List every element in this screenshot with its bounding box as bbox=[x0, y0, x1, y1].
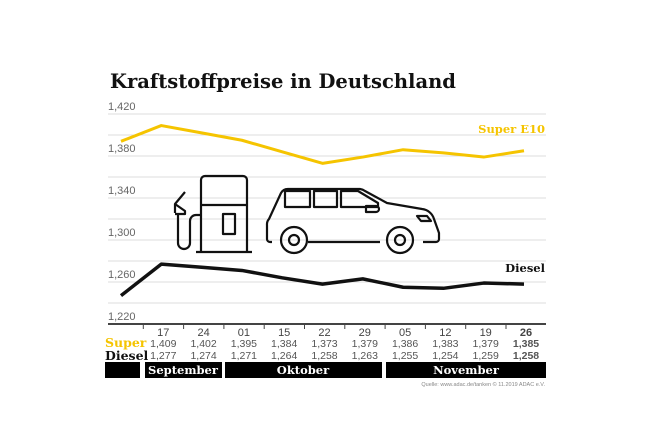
table-value: 1,385 bbox=[513, 338, 539, 350]
y-tick-label: 1,380 bbox=[108, 143, 136, 155]
date-label: 01 bbox=[238, 327, 250, 339]
table-value: 1,255 bbox=[392, 350, 418, 362]
car-icon bbox=[265, 187, 441, 255]
month-label-oktober: Oktober bbox=[277, 363, 330, 377]
date-label: 15 bbox=[278, 327, 290, 339]
month-label-september: September bbox=[148, 363, 219, 377]
month-bar-november bbox=[386, 362, 546, 378]
date-label: 17 bbox=[157, 327, 169, 339]
table-value: 1,264 bbox=[271, 350, 297, 362]
table-value: 1,384 bbox=[271, 338, 297, 350]
row-label-super: Super bbox=[105, 335, 147, 350]
chart-title: Kraftstoffpreise in Deutschland bbox=[110, 70, 456, 93]
y-axis-ticks: 1,420 1,380 1,340 1,300 1,260 1,220 bbox=[108, 101, 136, 323]
gridlines bbox=[108, 113, 546, 304]
table-value: 1,254 bbox=[432, 350, 458, 362]
date-label: 24 bbox=[197, 327, 209, 339]
date-label: 26 bbox=[520, 327, 532, 339]
series-line-super-e10 bbox=[120, 124, 525, 165]
table-value: 1,402 bbox=[190, 338, 216, 350]
y-tick-label: 1,340 bbox=[108, 185, 136, 197]
series-label-super-e10: Super E10 bbox=[478, 122, 545, 136]
table-value: 1,409 bbox=[150, 338, 176, 350]
y-tick-label: 1,420 bbox=[108, 101, 136, 113]
row-label-diesel: Diesel bbox=[105, 348, 149, 363]
table-value: 1,373 bbox=[311, 338, 337, 350]
table-value: 1,259 bbox=[473, 350, 499, 362]
date-label: 22 bbox=[318, 327, 330, 339]
x-axis-ticks: 17 24 01 15 22 29 05 12 19 26 bbox=[142, 324, 532, 339]
date-label: 29 bbox=[359, 327, 371, 339]
table-value: 1,271 bbox=[231, 350, 257, 362]
table-value: 1,274 bbox=[190, 350, 216, 362]
date-label: 19 bbox=[480, 327, 492, 339]
table-value: 1,258 bbox=[311, 350, 337, 362]
series-lines bbox=[119, 124, 525, 298]
y-tick-label: 1,260 bbox=[108, 269, 136, 281]
y-tick-label: 1,300 bbox=[108, 227, 136, 239]
table-value: 1,386 bbox=[392, 338, 418, 350]
table-value: 1,379 bbox=[473, 338, 499, 350]
table-value: 1,258 bbox=[513, 350, 539, 362]
month-bar-september bbox=[145, 362, 222, 378]
month-bar-blank bbox=[105, 362, 140, 378]
fuel-pump-icon bbox=[173, 174, 252, 254]
y-tick-label: 1,220 bbox=[108, 311, 136, 323]
series-label-diesel: Diesel bbox=[505, 261, 545, 275]
table-value: 1,383 bbox=[432, 338, 458, 350]
table-value: 1,277 bbox=[150, 350, 176, 362]
source-note: Quelle: www.adac.de/tanken © 11.2019 ADA… bbox=[421, 381, 545, 388]
table-value: 1,379 bbox=[352, 338, 378, 350]
date-label: 05 bbox=[399, 327, 411, 339]
month-bar-oktober bbox=[225, 362, 382, 378]
month-label-november: November bbox=[433, 363, 500, 377]
date-label: 12 bbox=[439, 327, 451, 339]
table-value: 1,395 bbox=[231, 338, 257, 350]
series-line-diesel bbox=[119, 262, 525, 298]
table-value: 1,263 bbox=[352, 350, 378, 362]
